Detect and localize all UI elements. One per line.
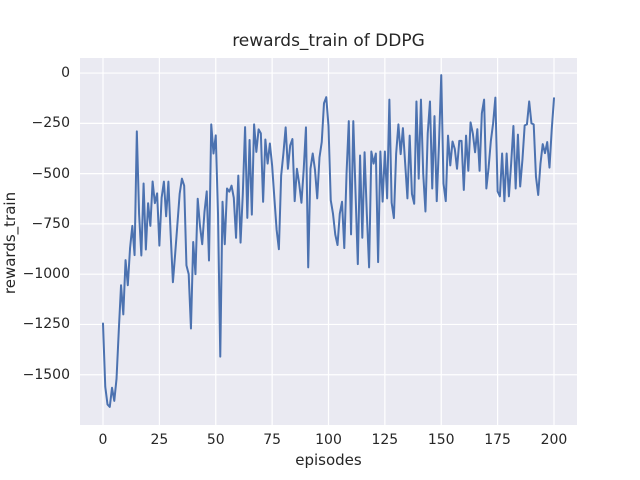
- y-tick-label: −750: [31, 215, 70, 232]
- y-tick-label: −250: [31, 115, 70, 132]
- y-tick-label: −1000: [22, 266, 70, 283]
- x-tick-label: 75: [263, 432, 282, 448]
- x-tick-label: 50: [206, 432, 225, 448]
- x-tick-label: 125: [371, 432, 399, 448]
- y-tick-label: −1500: [22, 366, 70, 383]
- y-tick-label: −500: [31, 165, 70, 182]
- chart-title: rewards_train of DDPG: [232, 31, 425, 51]
- y-tick-label: −1250: [22, 316, 70, 333]
- rewards-line: [102, 74, 555, 408]
- x-tick-label: 0: [98, 432, 108, 448]
- x-tick-label: 175: [484, 432, 511, 448]
- y-tick-label: 0: [61, 65, 70, 82]
- x-tick-label: 25: [150, 432, 169, 448]
- x-tick-label: 200: [540, 432, 568, 448]
- line-chart-svg: [80, 58, 577, 425]
- x-axis-label: episodes: [295, 451, 362, 469]
- x-tick-label: 150: [427, 432, 455, 448]
- x-tick-label: 100: [315, 432, 342, 448]
- plot-area: [80, 58, 577, 425]
